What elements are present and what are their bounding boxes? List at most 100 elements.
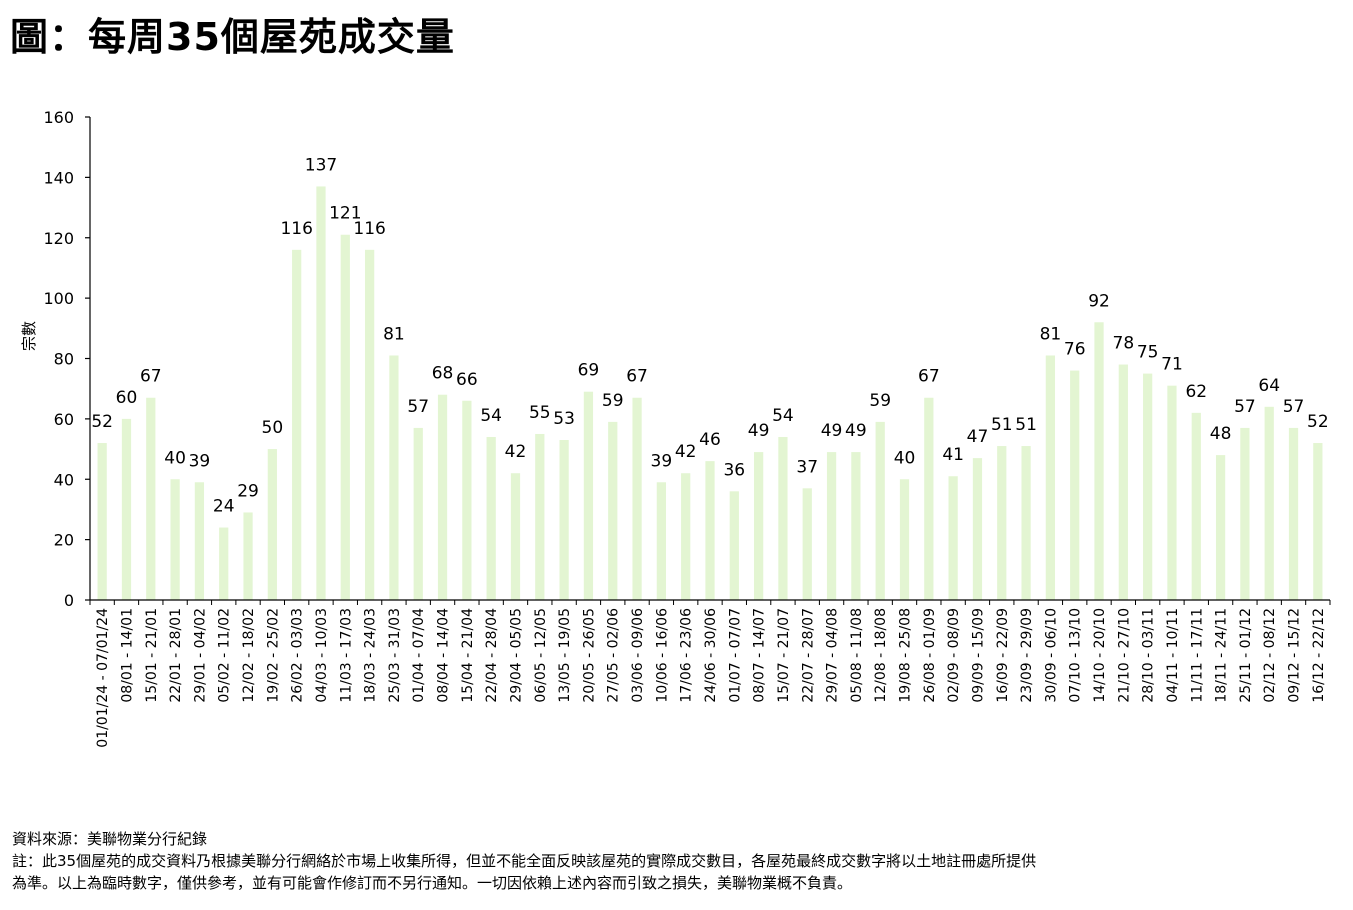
data-label: 39 <box>651 451 673 471</box>
data-label: 54 <box>480 406 502 426</box>
bar <box>681 473 691 600</box>
bar <box>1094 322 1104 600</box>
disclaimer-line-2: 為準。以上為臨時數字，僅供參考，並有可能會作修訂而不另行通知。一切因依賴上述內容… <box>12 874 853 892</box>
x-tick-label: 13/05 - 19/05 <box>557 608 573 703</box>
data-label: 71 <box>1161 355 1183 375</box>
data-label: 42 <box>505 442 527 462</box>
data-label: 52 <box>91 412 113 432</box>
x-tick-label: 02/12 - 08/12 <box>1262 608 1278 703</box>
bar <box>316 186 326 600</box>
bar <box>1118 364 1128 600</box>
bar <box>292 249 302 600</box>
x-tick-label: 09/12 - 15/12 <box>1287 608 1303 703</box>
bar <box>535 433 545 600</box>
y-tick-label: 20 <box>54 531 74 550</box>
data-label: 137 <box>305 155 337 175</box>
bar <box>267 449 277 600</box>
data-label: 62 <box>1185 382 1207 402</box>
bar <box>340 234 350 600</box>
data-label: 68 <box>432 364 454 384</box>
bar <box>1313 443 1323 600</box>
data-label: 48 <box>1210 424 1232 444</box>
x-tick-label: 07/10 - 13/10 <box>1068 608 1084 703</box>
bar <box>729 491 739 600</box>
source-note: 資料來源：美聯物業分行紀錄 <box>12 830 208 848</box>
data-label: 41 <box>942 445 964 465</box>
bar <box>826 452 837 600</box>
data-label: 49 <box>821 421 843 441</box>
x-tick-label: 11/03 - 17/03 <box>338 608 354 703</box>
x-tick-label: 30/09 - 06/10 <box>1043 608 1059 703</box>
x-tick-label: 16/12 - 22/12 <box>1311 608 1327 703</box>
data-label: 116 <box>353 219 385 239</box>
bar <box>924 397 934 600</box>
y-tick-label: 120 <box>43 229 74 248</box>
bar <box>559 440 569 600</box>
data-label: 51 <box>991 415 1013 435</box>
data-label: 42 <box>675 442 697 462</box>
bar <box>243 512 253 600</box>
bar <box>705 461 715 600</box>
x-tick-label: 26/08 - 01/09 <box>922 608 938 703</box>
x-tick-label: 01/04 - 07/04 <box>411 608 427 703</box>
data-label: 40 <box>894 448 916 468</box>
x-tick-label: 04/11 - 10/11 <box>1165 608 1181 703</box>
y-axis-label: 宗數 <box>20 321 38 351</box>
y-tick-label: 100 <box>43 289 74 308</box>
x-tick-label: 15/01 - 21/01 <box>144 608 160 703</box>
disclaimer-line-1: 註：此35個屋苑的成交資料乃根據美聯分行網絡於市場上收集所得，但並不能全面反映該… <box>12 852 1037 870</box>
bar <box>778 436 788 600</box>
bar <box>1167 385 1177 600</box>
data-label: 57 <box>1283 397 1305 417</box>
x-tick-label: 17/06 - 23/06 <box>679 608 695 703</box>
x-tick-label: 29/01 - 04/02 <box>192 608 208 703</box>
y-tick-label: 160 <box>43 108 74 127</box>
bar <box>219 527 229 600</box>
x-tick-label: 25/11 - 01/12 <box>1238 608 1254 703</box>
bar <box>1070 370 1080 600</box>
x-tick-label: 15/07 - 21/07 <box>776 608 792 703</box>
bar <box>1215 455 1226 600</box>
x-tick-label: 29/04 - 05/05 <box>508 608 524 703</box>
x-tick-label: 01/07 - 07/07 <box>727 608 743 703</box>
bar <box>1288 427 1299 600</box>
data-label: 49 <box>845 421 867 441</box>
data-label: 81 <box>383 324 405 344</box>
data-label: 24 <box>213 497 235 517</box>
x-tick-label: 08/07 - 14/07 <box>752 608 768 703</box>
x-tick-label: 21/10 - 27/10 <box>1116 608 1132 703</box>
x-tick-label: 11/11 - 17/11 <box>1189 608 1205 703</box>
y-tick-label: 0 <box>64 591 74 610</box>
data-label: 57 <box>1234 397 1256 417</box>
data-label: 49 <box>748 421 770 441</box>
x-tick-label: 05/08 - 11/08 <box>849 608 865 703</box>
data-label: 92 <box>1088 291 1110 311</box>
x-tick-label: 23/09 - 29/09 <box>1019 608 1035 703</box>
data-label: 40 <box>164 448 186 468</box>
data-label: 78 <box>1113 334 1135 354</box>
x-tick-label: 10/06 - 16/06 <box>654 608 670 703</box>
y-tick-label: 40 <box>54 470 74 489</box>
bar <box>1143 373 1153 600</box>
data-label: 57 <box>407 397 429 417</box>
x-tick-label: 12/08 - 18/08 <box>873 608 889 703</box>
bar <box>389 355 399 600</box>
y-tick-label: 80 <box>54 350 74 369</box>
data-label: 76 <box>1064 340 1086 360</box>
bar <box>754 452 764 600</box>
x-tick-label: 27/05 - 02/06 <box>606 608 622 703</box>
data-label: 59 <box>602 391 624 411</box>
x-tick-label: 06/05 - 12/05 <box>533 608 549 703</box>
x-tick-label: 20/05 - 26/05 <box>581 608 597 703</box>
y-tick-label: 140 <box>43 168 74 187</box>
data-label: 50 <box>262 418 284 438</box>
data-label: 66 <box>456 370 478 390</box>
bar <box>1264 406 1274 600</box>
x-tick-label: 18/11 - 24/11 <box>1214 608 1230 703</box>
bar <box>1045 355 1056 600</box>
bar <box>656 482 666 600</box>
x-tick-label: 22/01 - 28/01 <box>168 608 184 703</box>
bar <box>194 482 205 600</box>
bar <box>1191 412 1201 600</box>
bar <box>1021 446 1031 600</box>
